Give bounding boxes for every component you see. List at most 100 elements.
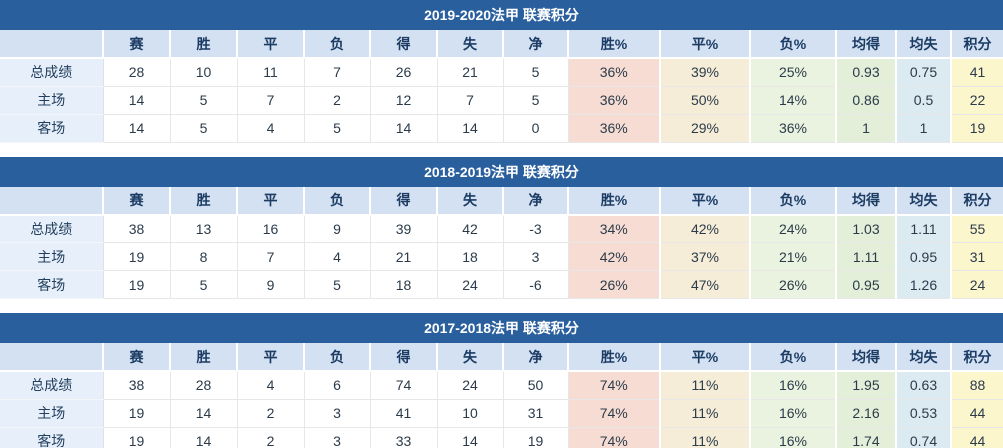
- stat-cell-matches: 28: [103, 58, 171, 87]
- stat-cell-matches: 19: [103, 427, 171, 448]
- stat-cell-goal-diff: -6: [503, 270, 569, 299]
- stat-cell-matches: 38: [103, 214, 171, 243]
- stat-cell-goals-for: 39: [370, 214, 438, 243]
- stat-cell-points: 31: [951, 242, 1003, 271]
- stat-cell-win-pct: 36%: [568, 114, 661, 143]
- column-header-wins: 胜: [170, 343, 238, 372]
- stat-cell-draw-pct: 37%: [660, 242, 751, 271]
- table-header-row: 赛胜平负得失净胜% 平% 负% 均得 均失 积分: [0, 343, 1003, 372]
- stat-cell-wins: 14: [170, 427, 238, 448]
- stat-cell-draws: 7: [237, 86, 305, 115]
- row-label: 总成绩: [0, 58, 104, 87]
- stat-cell-goals-against: 18: [437, 242, 504, 271]
- table-header-row: 赛胜平负得失净胜% 平% 负% 均得 均失 积分: [0, 30, 1003, 59]
- stat-cell-avg-goals-for: 0.93: [836, 58, 897, 87]
- table-row: 总成绩 38 13 16 9 39 42 -3 34% 42% 24% 1.03 1.11 55: [0, 214, 1003, 243]
- stat-cell-draw-pct: 11%: [660, 371, 751, 400]
- column-header-losses: 负: [304, 30, 371, 59]
- corner-header-cell: [0, 30, 104, 59]
- stat-cell-goal-diff: 50: [503, 371, 569, 400]
- stat-cell-goals-for: 26: [370, 58, 438, 87]
- stat-cell-goals-for: 14: [370, 114, 438, 143]
- stat-cell-goals-against: 10: [437, 399, 504, 428]
- stat-cell-win-pct: 74%: [568, 427, 661, 448]
- column-header-draws: 平: [237, 343, 305, 372]
- column-header-draw-pct: 平%: [660, 186, 751, 216]
- stat-cell-losses: 3: [304, 427, 371, 448]
- stat-cell-goals-against: 14: [437, 427, 504, 448]
- row-label: 客场: [0, 270, 104, 299]
- column-header-draw-pct: 平%: [660, 30, 751, 59]
- stat-cell-avg-goals-against: 1: [896, 114, 952, 143]
- column-header-goals-for: 得: [370, 186, 438, 216]
- column-header-avg-goals-against: 均失: [896, 343, 952, 372]
- row-label: 客场: [0, 114, 104, 143]
- column-header-points: 积分: [951, 30, 1003, 59]
- stat-cell-losses: 3: [304, 399, 371, 428]
- stat-cell-win-pct: 74%: [568, 399, 661, 428]
- stat-cell-avg-goals-against: 0.63: [896, 371, 952, 400]
- stat-cell-goal-diff: 5: [503, 58, 569, 87]
- stat-cell-avg-goals-for: 2.16: [836, 399, 897, 428]
- stat-cell-losses: 2: [304, 86, 371, 115]
- stat-cell-points: 44: [951, 427, 1003, 448]
- stat-cell-losses: 5: [304, 270, 371, 299]
- column-header-loss-pct: 负%: [750, 30, 837, 59]
- league-stats-table: 2019-2020法甲 联赛积分 赛胜平负得失净胜% 平% 负% 均得 均失 积分 总成绩…: [0, 0, 1003, 143]
- stat-cell-goals-for: 21: [370, 242, 438, 271]
- table-title-bar: 2017-2018法甲 联赛积分: [0, 313, 1003, 343]
- corner-header-cell: [0, 343, 104, 372]
- stat-cell-avg-goals-for: 1.74: [836, 427, 897, 448]
- stat-cell-draw-pct: 11%: [660, 427, 751, 448]
- column-header-goals-against: 失: [437, 30, 504, 59]
- league-stats-table: 2018-2019法甲 联赛积分 赛胜平负得失净胜% 平% 负% 均得 均失 积分 总成绩…: [0, 156, 1003, 299]
- row-label: 主场: [0, 399, 104, 428]
- stat-cell-loss-pct: 25%: [750, 58, 837, 87]
- stat-cell-avg-goals-against: 0.95: [896, 242, 952, 271]
- stat-cell-wins: 8: [170, 242, 238, 271]
- stat-cell-goals-against: 21: [437, 58, 504, 87]
- stat-cell-wins: 13: [170, 214, 238, 243]
- stat-cell-wins: 5: [170, 114, 238, 143]
- stat-cell-win-pct: 34%: [568, 214, 661, 243]
- stat-cell-win-pct: 74%: [568, 371, 661, 400]
- column-header-goals-against: 失: [437, 186, 504, 216]
- stat-cell-draws: 7: [237, 242, 305, 271]
- stat-cell-draw-pct: 39%: [660, 58, 751, 87]
- column-header-loss-pct: 负%: [750, 343, 837, 372]
- stat-cell-avg-goals-for: 0.86: [836, 86, 897, 115]
- stat-cell-goals-for: 41: [370, 399, 438, 428]
- row-label: 客场: [0, 427, 104, 448]
- stat-cell-losses: 5: [304, 114, 371, 143]
- stat-cell-loss-pct: 16%: [750, 371, 837, 400]
- column-header-avg-goals-for: 均得: [836, 30, 897, 59]
- column-header-draws: 平: [237, 186, 305, 216]
- stat-cell-avg-goals-against: 1.11: [896, 214, 952, 243]
- column-header-matches: 赛: [103, 343, 171, 372]
- stat-cell-draws: 4: [237, 114, 305, 143]
- column-header-matches: 赛: [103, 30, 171, 59]
- column-header-win-pct: 胜%: [568, 30, 661, 59]
- table-row: 总成绩 28 10 11 7 26 21 5 36% 39% 25% 0.93 0.75 41: [0, 58, 1003, 87]
- column-header-avg-goals-against: 均失: [896, 186, 952, 216]
- column-header-goal-diff: 净: [503, 186, 569, 216]
- stat-cell-goals-against: 24: [437, 270, 504, 299]
- column-header-matches: 赛: [103, 186, 171, 216]
- column-header-avg-goals-for: 均得: [836, 186, 897, 216]
- table-row: 总成绩 38 28 4 6 74 24 50 74% 11% 16% 1.95 0.63 88: [0, 371, 1003, 400]
- table-body: 总成绩 38 28 4 6 74 24 50 74% 11% 16% 1.95 0.63 88 主场 19 14…: [0, 371, 1003, 448]
- stat-cell-avg-goals-for: 1: [836, 114, 897, 143]
- stat-cell-draws: 2: [237, 399, 305, 428]
- stat-cell-losses: 9: [304, 214, 371, 243]
- column-header-goals-for: 得: [370, 343, 438, 372]
- column-header-goals-for: 得: [370, 30, 438, 59]
- row-label: 主场: [0, 86, 104, 115]
- stat-cell-draw-pct: 11%: [660, 399, 751, 428]
- column-header-goal-diff: 净: [503, 30, 569, 59]
- stat-cell-losses: 6: [304, 371, 371, 400]
- stat-cell-points: 24: [951, 270, 1003, 299]
- stat-cell-wins: 14: [170, 399, 238, 428]
- stat-cell-goal-diff: 31: [503, 399, 569, 428]
- stat-cell-avg-goals-against: 0.74: [896, 427, 952, 448]
- stat-cell-loss-pct: 21%: [750, 242, 837, 271]
